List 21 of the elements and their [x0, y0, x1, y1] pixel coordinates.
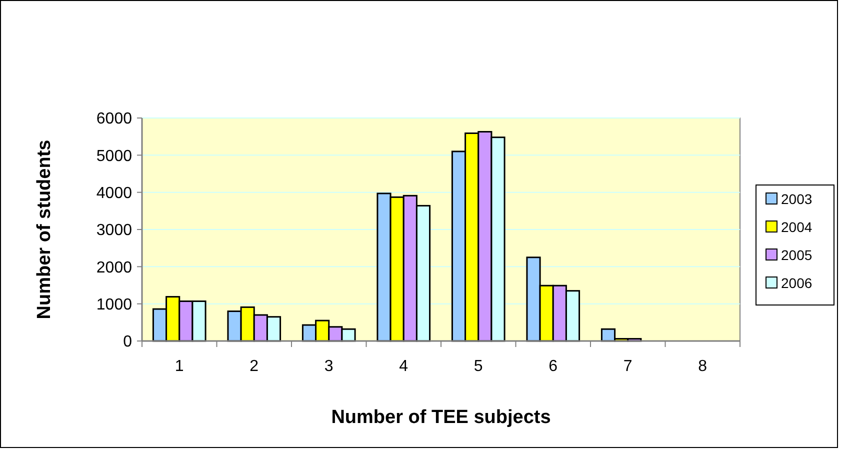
x-tick-label: 6: [548, 358, 558, 375]
y-tick-label: 5000: [96, 148, 132, 165]
y-tick-label: 0: [123, 334, 132, 351]
x-tick-label: 5: [474, 358, 483, 375]
legend-label: 2006: [781, 274, 812, 291]
x-tick-label: 4: [399, 358, 408, 375]
x-tick-label: 1: [174, 358, 184, 375]
y-tick-label: 2000: [96, 259, 132, 276]
x-tick-label: 2: [250, 358, 259, 375]
x-tick-label: 7: [623, 358, 632, 375]
x-axis-title: Number of TEE subjects: [331, 407, 551, 428]
y-tick-label: 1000: [96, 296, 132, 314]
y-tick-label: 4000: [96, 184, 132, 202]
y-tick-label: 3000: [96, 222, 132, 240]
x-tick-label: 8: [698, 358, 708, 375]
legend-label: 2003: [781, 190, 812, 207]
legend-label: 2004: [781, 218, 812, 235]
x-tick-label: 3: [324, 358, 334, 375]
y-tick-label: 6000: [96, 110, 132, 128]
legend-label: 2005: [781, 246, 812, 263]
y-axis-title: Number of students: [34, 140, 55, 320]
